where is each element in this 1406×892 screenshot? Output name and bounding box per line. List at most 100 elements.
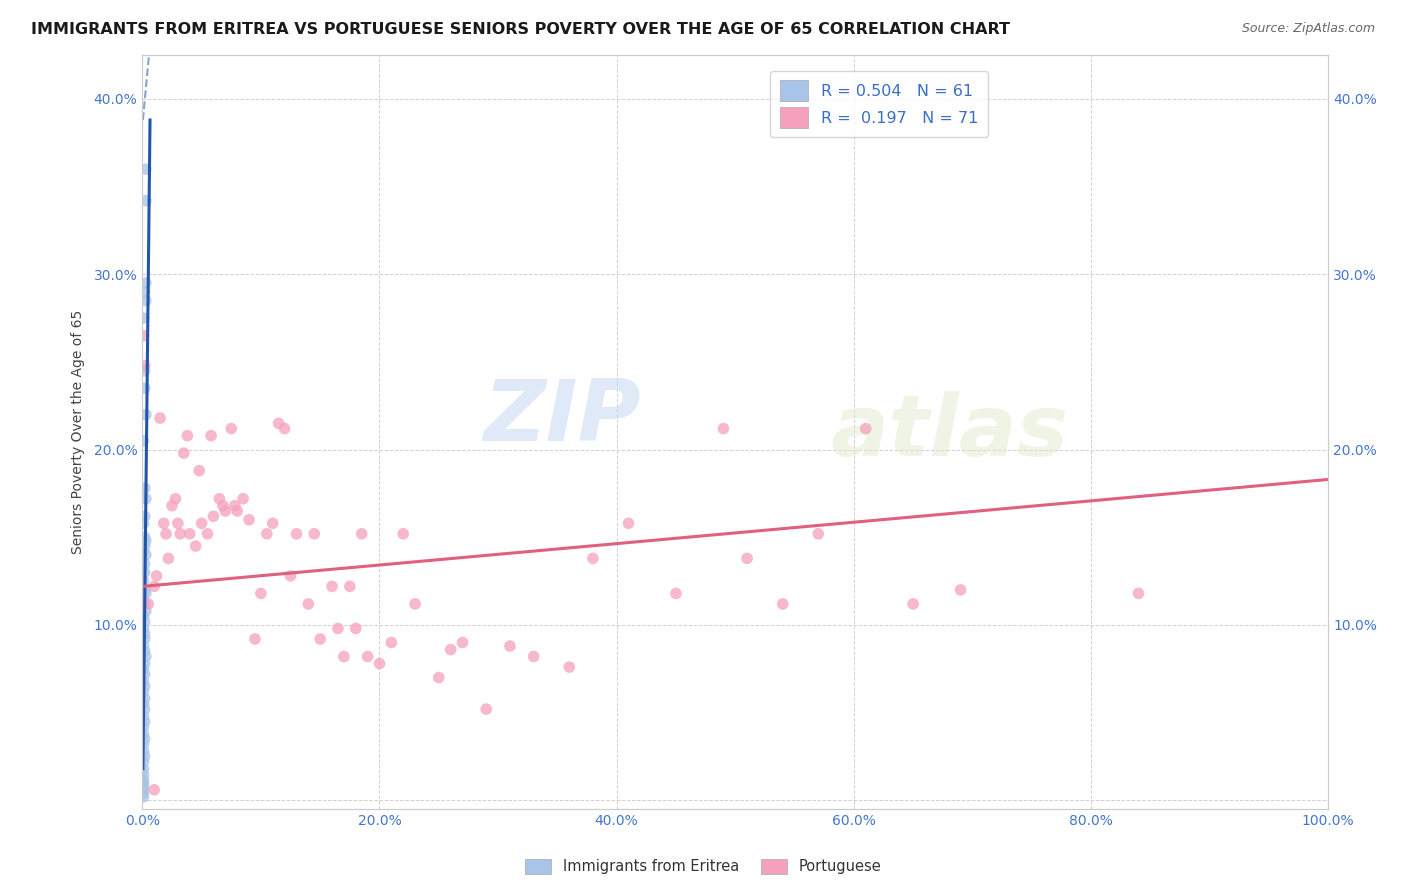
Text: Source: ZipAtlas.com: Source: ZipAtlas.com [1241,22,1375,36]
Point [368,657,391,671]
Point [212,499,235,513]
Point [145,569,167,583]
Point [427,671,450,685]
Point [132,767,155,781]
Point [451,635,474,649]
Point [132,609,155,624]
Point [326,622,349,636]
Point [134,615,156,629]
Point [339,579,361,593]
Point [188,464,211,478]
Point [617,516,640,531]
Point [135,293,157,308]
Point [214,504,236,518]
Point [132,574,155,589]
Point [309,632,332,646]
Text: atlas: atlas [830,391,1069,474]
Point [262,516,284,531]
Point [134,597,156,611]
Point [304,526,326,541]
Point [267,417,290,431]
Point [665,586,688,600]
Point [499,639,522,653]
Point [855,421,877,435]
Point [356,649,378,664]
Point [132,762,155,776]
Point [558,660,581,674]
Point [256,526,278,541]
Point [167,516,190,531]
Point [134,481,156,495]
Point [135,194,157,208]
Point [135,548,157,562]
Point [202,509,225,524]
Point [152,516,174,531]
Point [165,491,187,506]
Point [200,428,222,442]
Point [134,657,156,671]
Point [135,276,157,290]
Point [132,674,155,689]
Point [134,364,156,378]
Point [132,662,155,676]
Point [582,551,605,566]
Point [250,586,273,600]
Point [135,586,157,600]
Point [132,737,155,751]
Point [523,649,546,664]
Point [321,579,343,593]
Point [132,720,155,734]
Point [333,649,356,664]
Text: ZIP: ZIP [482,376,640,458]
Point [135,649,157,664]
Point [1128,586,1150,600]
Point [135,533,157,548]
Legend: Immigrants from Eritrea, Portuguese: Immigrants from Eritrea, Portuguese [519,853,887,880]
Point [132,591,155,606]
Point [297,597,319,611]
Point [132,516,155,531]
Point [132,639,155,653]
Point [176,428,198,442]
Point [132,622,155,636]
Point [135,491,157,506]
Point [273,421,295,435]
Point [179,526,201,541]
Point [132,684,155,698]
Point [134,702,156,716]
Legend: R = 0.504   N = 61, R =  0.197   N = 71: R = 0.504 N = 61, R = 0.197 N = 71 [770,70,988,137]
Point [157,551,180,566]
Point [143,782,166,797]
Point [226,504,249,518]
Point [134,359,156,373]
Point [132,544,155,558]
Point [135,162,157,177]
Point [155,526,177,541]
Point [132,776,155,790]
Point [132,697,155,711]
Point [134,381,156,395]
Point [404,597,426,611]
Point [132,786,155,800]
Point [134,667,156,681]
Point [136,597,159,611]
Point [344,622,367,636]
Point [134,626,156,640]
Point [132,789,155,804]
Point [132,744,155,758]
Point [475,702,498,716]
Point [224,499,246,513]
Point [380,635,402,649]
Text: IMMIGRANTS FROM ERITREA VS PORTUGUESE SENIORS POVERTY OVER THE AGE OF 65 CORRELA: IMMIGRANTS FROM ERITREA VS PORTUGUESE SE… [31,22,1010,37]
Point [134,566,156,580]
Point [132,772,155,787]
Point [134,557,156,571]
Point [134,582,156,597]
Point [134,679,156,693]
Point [134,714,156,729]
Point [807,526,830,541]
Point [134,530,156,544]
Point [134,509,156,524]
Point [901,597,924,611]
Point [208,491,231,506]
